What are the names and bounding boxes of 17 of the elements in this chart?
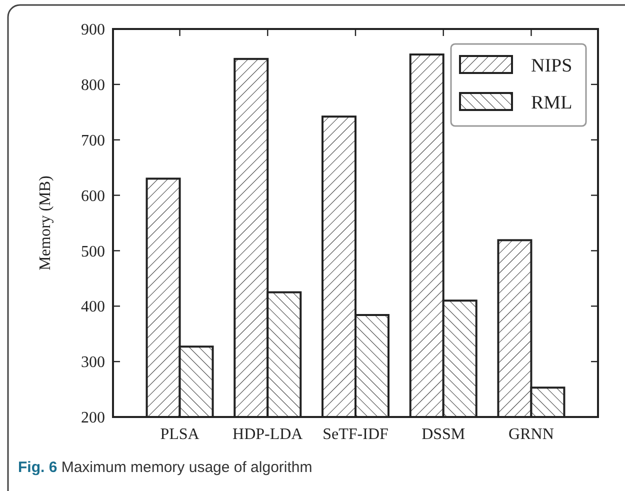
y-tick-label: 500 <box>81 243 105 260</box>
y-axis-title: Memory (MB) <box>37 176 54 270</box>
y-tick-label: 700 <box>81 132 105 150</box>
x-tick-label: SeTF-IDF <box>322 426 388 443</box>
text: Fig. 6 Maximum memory usage of algorithm <box>18 459 312 476</box>
y-tick-label: 900 <box>81 22 105 39</box>
y-tick-label: 300 <box>81 354 105 372</box>
y-tick-label: 600 <box>81 188 105 205</box>
text: NIPS <box>531 56 572 77</box>
x-tick-label: PLSA <box>160 426 200 443</box>
x-tick-label: HDP-LDA <box>232 426 304 443</box>
y-tick-label: 800 <box>81 77 105 94</box>
y-tick-label: 200 <box>81 410 105 427</box>
x-tick-label: GRNN <box>508 426 554 443</box>
text: RML <box>531 92 572 114</box>
x-tick-label: DSSM <box>422 426 466 443</box>
y-tick-label: 400 <box>81 298 105 316</box>
